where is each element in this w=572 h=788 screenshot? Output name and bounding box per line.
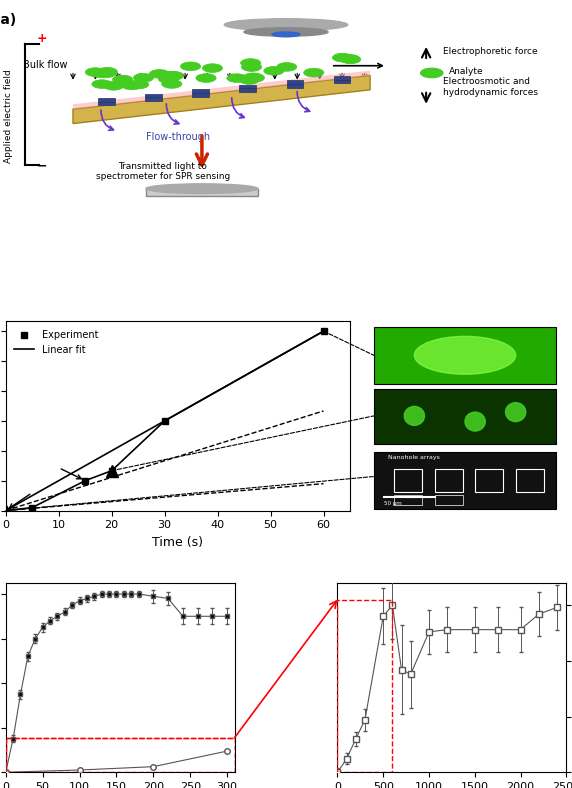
Circle shape [241,58,261,67]
Bar [240,88,256,92]
Text: 50 μm: 50 μm [384,501,402,506]
Circle shape [332,54,353,62]
Polygon shape [73,76,370,124]
Text: Applied electric field: Applied electric field [4,69,13,163]
Experiment [320,326,327,336]
Circle shape [129,80,149,89]
Circle shape [243,73,263,82]
Experiment [108,466,115,475]
Bar [435,496,463,505]
Bar [475,469,503,492]
Circle shape [104,81,124,90]
Circle shape [227,74,247,83]
Circle shape [113,75,133,84]
Circle shape [202,64,223,72]
Ellipse shape [244,28,328,36]
Text: Transmitted light to
spectrometer for SPR sensing: Transmitted light to spectrometer for SP… [96,162,230,181]
Circle shape [304,69,324,77]
Circle shape [239,76,259,84]
Circle shape [241,63,261,72]
Bar [145,98,162,101]
Text: Analyte: Analyte [448,67,483,76]
Circle shape [340,55,361,64]
Circle shape [85,68,105,76]
Circle shape [181,62,201,71]
Experiment [2,506,9,515]
Polygon shape [146,188,258,196]
Text: +: + [37,32,47,45]
Bar [145,94,162,98]
Circle shape [158,75,178,84]
Bar [337,600,392,772]
Bar [374,327,556,384]
Polygon shape [73,71,370,109]
Bar [515,469,544,492]
Bar [98,98,115,102]
Circle shape [340,54,360,63]
Circle shape [161,72,182,80]
Ellipse shape [224,19,348,31]
Line: Experiment: Experiment [2,328,327,514]
Circle shape [277,62,297,71]
Legend: Experiment, Linear fit: Experiment, Linear fit [10,326,102,359]
Circle shape [264,66,284,75]
Experiment [161,416,168,426]
X-axis label: Time (s): Time (s) [152,536,204,549]
Circle shape [420,68,443,78]
Circle shape [149,69,169,78]
Text: Electroosmotic and
hydrodynamic forces: Electroosmotic and hydrodynamic forces [443,77,538,97]
Ellipse shape [414,336,515,374]
Text: Electrophoretic force: Electrophoretic force [443,46,538,56]
Circle shape [133,73,154,82]
Circle shape [89,69,109,77]
Bar [333,76,351,80]
Text: Nanohole arrays: Nanohole arrays [388,455,440,460]
Circle shape [404,407,424,426]
Bar [6,738,235,772]
Ellipse shape [146,184,258,194]
Circle shape [244,73,264,82]
Bar [435,469,463,492]
Circle shape [164,72,184,80]
Bar [374,389,556,444]
Circle shape [465,412,485,431]
Text: Flow-through: Flow-through [146,132,210,143]
Circle shape [92,80,112,88]
Text: −: − [37,159,47,173]
Text: Bulk flow: Bulk flow [22,60,67,70]
Bar [287,80,303,84]
Circle shape [196,74,216,83]
Bar [98,102,115,106]
Circle shape [162,80,182,88]
Circle shape [96,69,116,78]
Bar [394,496,423,505]
Bar [374,452,556,509]
Circle shape [97,68,117,76]
Bar [192,89,209,93]
Bar [287,84,303,87]
Experiment [82,476,89,485]
Bar [192,93,209,97]
Experiment [29,503,35,512]
Bar [394,469,423,492]
Circle shape [506,403,526,422]
Ellipse shape [272,32,300,37]
Circle shape [122,81,142,90]
Bar [333,80,351,84]
Text: (a): (a) [0,13,17,27]
Bar [240,85,256,88]
